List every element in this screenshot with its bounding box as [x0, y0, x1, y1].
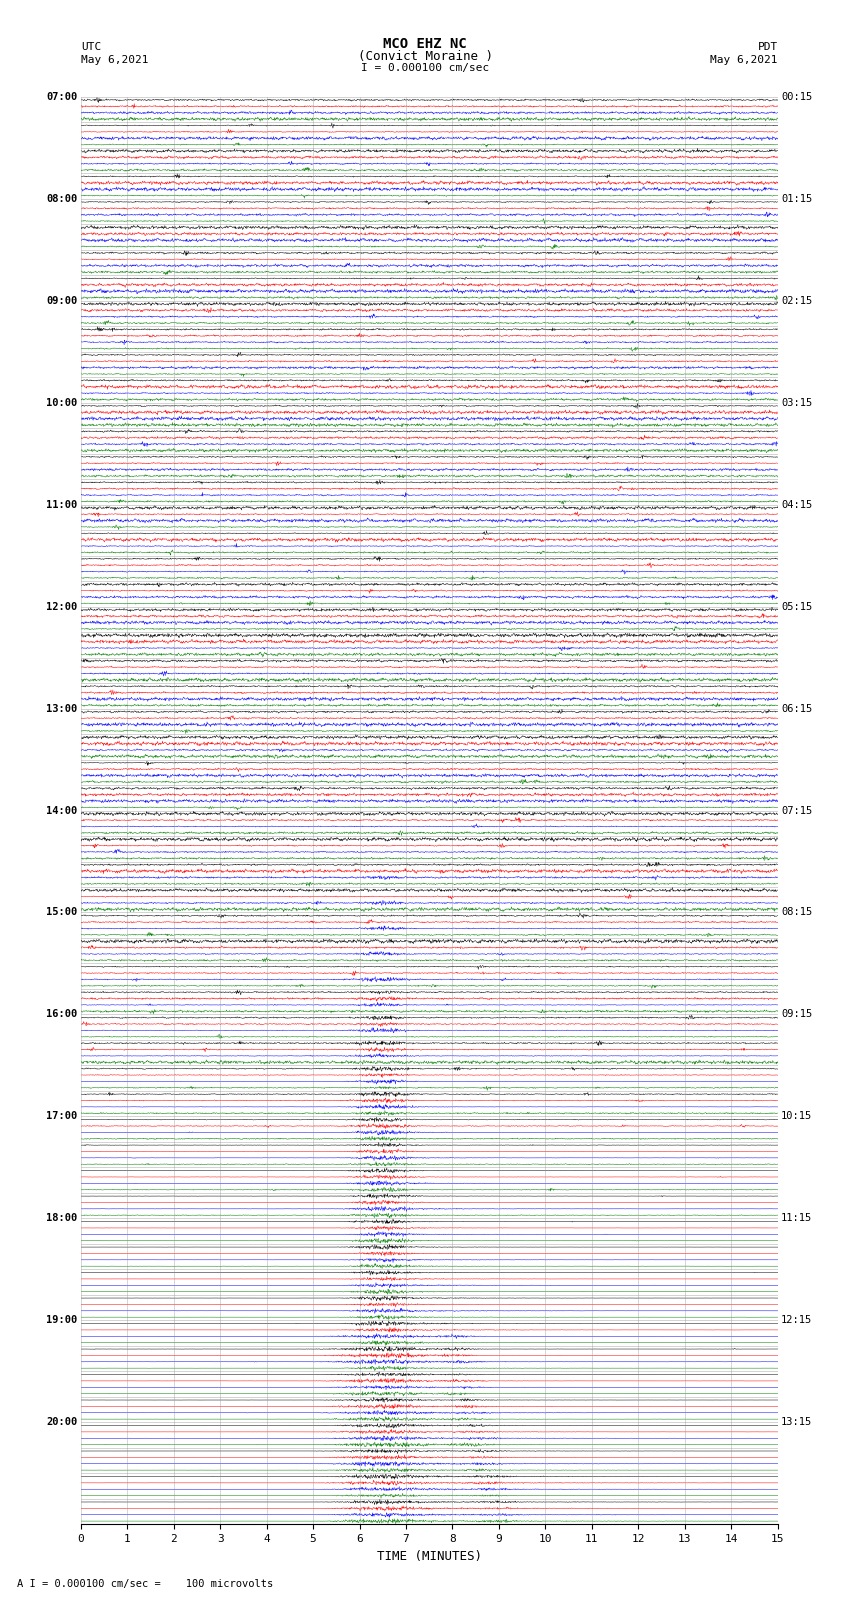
Text: 08:15: 08:15 — [781, 908, 813, 918]
Text: 06:15: 06:15 — [781, 703, 813, 713]
Text: May 6,2021: May 6,2021 — [711, 55, 778, 65]
Text: 11:00: 11:00 — [46, 500, 77, 510]
Text: 16:00: 16:00 — [46, 1010, 77, 1019]
Text: 09:00: 09:00 — [46, 295, 77, 306]
Text: 19:00: 19:00 — [46, 1315, 77, 1326]
Text: 10:15: 10:15 — [781, 1111, 813, 1121]
Text: 07:00: 07:00 — [46, 92, 77, 102]
Text: 12:15: 12:15 — [781, 1315, 813, 1326]
Text: 07:15: 07:15 — [781, 805, 813, 816]
Text: 20:00: 20:00 — [46, 1418, 77, 1428]
Text: 09:15: 09:15 — [781, 1010, 813, 1019]
X-axis label: TIME (MINUTES): TIME (MINUTES) — [377, 1550, 482, 1563]
Text: 10:00: 10:00 — [46, 398, 77, 408]
Text: May 6,2021: May 6,2021 — [81, 55, 148, 65]
Text: 13:15: 13:15 — [781, 1418, 813, 1428]
Text: 11:15: 11:15 — [781, 1213, 813, 1223]
Text: PDT: PDT — [757, 42, 778, 52]
Text: 15:00: 15:00 — [46, 908, 77, 918]
Text: 02:15: 02:15 — [781, 295, 813, 306]
Text: MCO EHZ NC: MCO EHZ NC — [383, 37, 467, 52]
Text: 12:00: 12:00 — [46, 602, 77, 611]
Text: 14:00: 14:00 — [46, 805, 77, 816]
Text: 00:15: 00:15 — [781, 92, 813, 102]
Text: I = 0.000100 cm/sec: I = 0.000100 cm/sec — [361, 63, 489, 73]
Text: 13:00: 13:00 — [46, 703, 77, 713]
Text: 03:15: 03:15 — [781, 398, 813, 408]
Text: (Convict Moraine ): (Convict Moraine ) — [358, 50, 492, 63]
Text: 18:00: 18:00 — [46, 1213, 77, 1223]
Text: 17:00: 17:00 — [46, 1111, 77, 1121]
Text: 05:15: 05:15 — [781, 602, 813, 611]
Text: 04:15: 04:15 — [781, 500, 813, 510]
Text: 08:00: 08:00 — [46, 194, 77, 203]
Text: 01:15: 01:15 — [781, 194, 813, 203]
Text: UTC: UTC — [81, 42, 101, 52]
Text: A I = 0.000100 cm/sec =    100 microvolts: A I = 0.000100 cm/sec = 100 microvolts — [17, 1579, 273, 1589]
